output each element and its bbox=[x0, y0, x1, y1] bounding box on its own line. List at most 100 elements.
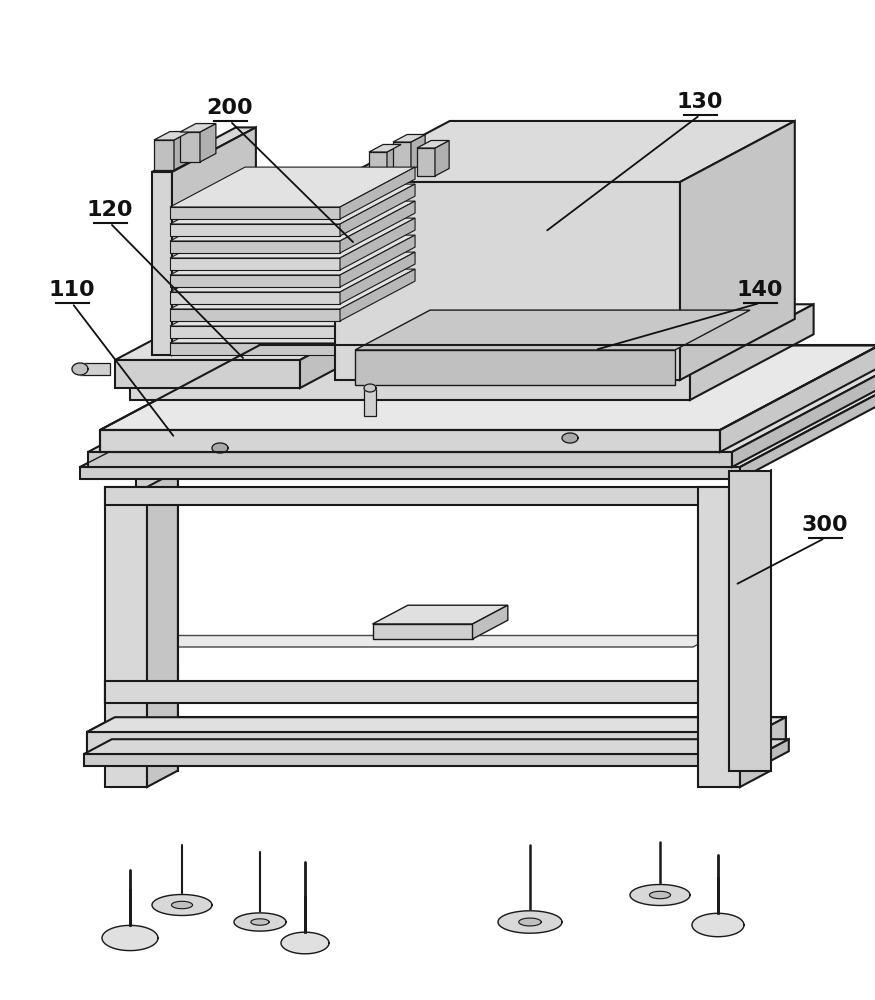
Polygon shape bbox=[100, 345, 875, 430]
Polygon shape bbox=[130, 370, 690, 400]
Polygon shape bbox=[172, 127, 255, 355]
Polygon shape bbox=[170, 207, 340, 219]
Polygon shape bbox=[80, 467, 740, 479]
Polygon shape bbox=[180, 132, 200, 162]
Polygon shape bbox=[364, 388, 376, 416]
Polygon shape bbox=[630, 885, 690, 905]
Polygon shape bbox=[300, 313, 388, 388]
Polygon shape bbox=[105, 487, 740, 505]
Polygon shape bbox=[170, 303, 415, 343]
Polygon shape bbox=[649, 891, 670, 899]
Polygon shape bbox=[411, 134, 425, 170]
Polygon shape bbox=[115, 717, 786, 739]
Polygon shape bbox=[152, 895, 212, 915]
Polygon shape bbox=[335, 121, 794, 182]
Polygon shape bbox=[761, 739, 789, 766]
Polygon shape bbox=[154, 132, 190, 140]
Polygon shape bbox=[147, 471, 178, 787]
Polygon shape bbox=[88, 452, 732, 467]
Polygon shape bbox=[281, 932, 329, 954]
Polygon shape bbox=[340, 167, 415, 219]
Polygon shape bbox=[340, 184, 415, 236]
Polygon shape bbox=[105, 487, 147, 787]
Text: 300: 300 bbox=[802, 515, 849, 535]
Polygon shape bbox=[172, 901, 192, 909]
Polygon shape bbox=[234, 913, 286, 931]
Polygon shape bbox=[170, 184, 415, 224]
Polygon shape bbox=[690, 304, 814, 400]
Polygon shape bbox=[340, 235, 415, 287]
Polygon shape bbox=[698, 487, 740, 787]
Polygon shape bbox=[72, 363, 88, 375]
Polygon shape bbox=[170, 201, 415, 241]
Polygon shape bbox=[170, 309, 340, 321]
Text: 120: 120 bbox=[87, 200, 133, 220]
Polygon shape bbox=[105, 681, 740, 703]
Polygon shape bbox=[340, 201, 415, 253]
Polygon shape bbox=[154, 140, 174, 170]
Polygon shape bbox=[87, 717, 115, 754]
Polygon shape bbox=[136, 471, 178, 771]
Polygon shape bbox=[355, 310, 750, 350]
Polygon shape bbox=[732, 367, 875, 467]
Polygon shape bbox=[115, 360, 300, 388]
Polygon shape bbox=[758, 717, 786, 754]
Polygon shape bbox=[200, 124, 216, 162]
Text: 130: 130 bbox=[676, 92, 724, 112]
Polygon shape bbox=[369, 152, 387, 180]
Polygon shape bbox=[387, 144, 401, 180]
Polygon shape bbox=[355, 350, 675, 385]
Polygon shape bbox=[170, 241, 340, 253]
Polygon shape bbox=[88, 367, 875, 452]
Polygon shape bbox=[170, 326, 340, 338]
Polygon shape bbox=[152, 127, 256, 172]
Polygon shape bbox=[435, 140, 449, 176]
Polygon shape bbox=[170, 224, 340, 236]
Text: 200: 200 bbox=[206, 98, 254, 118]
Polygon shape bbox=[130, 304, 814, 370]
Text: 140: 140 bbox=[737, 280, 783, 300]
Polygon shape bbox=[373, 605, 508, 624]
Polygon shape bbox=[152, 172, 172, 355]
Polygon shape bbox=[740, 382, 875, 479]
Polygon shape bbox=[100, 430, 720, 452]
Polygon shape bbox=[740, 665, 771, 703]
Polygon shape bbox=[369, 144, 401, 152]
Polygon shape bbox=[152, 635, 715, 647]
Polygon shape bbox=[335, 182, 680, 380]
Polygon shape bbox=[340, 303, 415, 355]
Polygon shape bbox=[170, 235, 415, 275]
Polygon shape bbox=[136, 665, 178, 687]
Polygon shape bbox=[373, 624, 473, 639]
Polygon shape bbox=[170, 275, 340, 287]
Polygon shape bbox=[84, 754, 761, 766]
Polygon shape bbox=[562, 433, 578, 443]
Polygon shape bbox=[115, 313, 388, 360]
Polygon shape bbox=[170, 286, 415, 326]
Polygon shape bbox=[170, 269, 415, 309]
Polygon shape bbox=[393, 134, 425, 142]
Polygon shape bbox=[170, 343, 340, 355]
Polygon shape bbox=[170, 258, 340, 270]
Polygon shape bbox=[417, 148, 435, 176]
Polygon shape bbox=[340, 286, 415, 338]
Polygon shape bbox=[417, 140, 449, 148]
Polygon shape bbox=[170, 292, 340, 304]
Polygon shape bbox=[692, 913, 744, 937]
Polygon shape bbox=[740, 471, 771, 505]
Polygon shape bbox=[251, 919, 270, 925]
Polygon shape bbox=[170, 252, 415, 292]
Polygon shape bbox=[180, 124, 216, 132]
Polygon shape bbox=[680, 121, 794, 380]
Polygon shape bbox=[212, 443, 228, 453]
Polygon shape bbox=[87, 732, 758, 754]
Polygon shape bbox=[102, 925, 158, 951]
Polygon shape bbox=[170, 167, 415, 207]
Polygon shape bbox=[519, 918, 542, 926]
Polygon shape bbox=[340, 269, 415, 321]
Polygon shape bbox=[170, 218, 415, 258]
Polygon shape bbox=[473, 605, 508, 639]
Polygon shape bbox=[393, 142, 411, 170]
Polygon shape bbox=[174, 132, 190, 170]
Polygon shape bbox=[340, 218, 415, 270]
